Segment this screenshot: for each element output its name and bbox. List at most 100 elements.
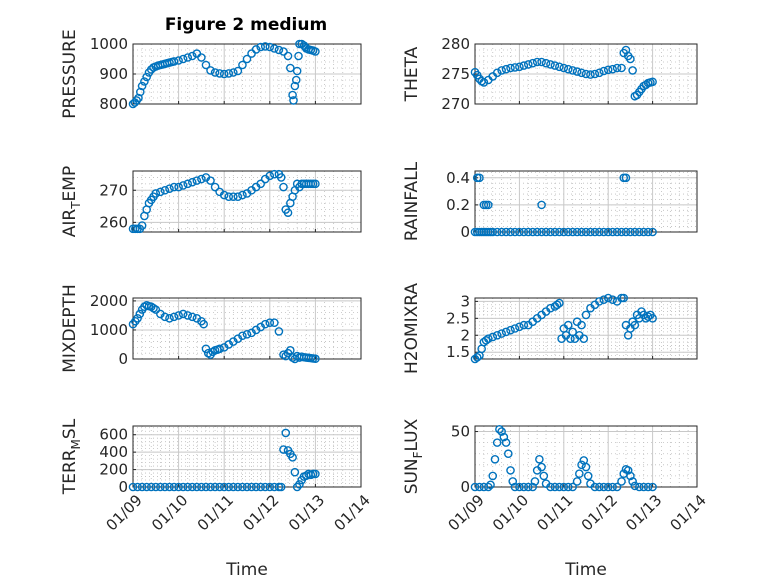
data-point — [546, 60, 555, 69]
data-point — [160, 482, 170, 492]
data-point — [178, 309, 188, 319]
data-point — [559, 482, 569, 492]
data-point — [292, 66, 302, 76]
data-point — [270, 44, 279, 53]
data-point — [242, 330, 252, 339]
data-point — [238, 60, 247, 70]
data-point — [279, 47, 288, 56]
data-point — [199, 319, 208, 329]
panel-rainfall: 0 0.2 0.4 RAINFALL — [402, 161, 698, 241]
data-point — [492, 227, 502, 237]
data-point — [595, 482, 604, 492]
data-point — [575, 469, 584, 478]
data-point — [281, 428, 291, 438]
data-point — [497, 329, 506, 338]
data-point — [229, 482, 238, 492]
data-point — [501, 64, 511, 74]
data-point — [568, 66, 577, 75]
data-point — [133, 314, 142, 323]
data-point — [256, 179, 265, 189]
data-point — [621, 173, 631, 183]
data-point — [274, 45, 284, 55]
data-point — [590, 482, 600, 492]
data-point — [174, 311, 183, 320]
y-tick-label: 0 — [460, 478, 470, 496]
data-point — [563, 64, 573, 74]
data-point — [206, 482, 215, 492]
data-point — [595, 297, 604, 306]
data-point — [192, 176, 202, 185]
data-point — [183, 311, 193, 320]
data-point — [579, 334, 589, 343]
data-point — [183, 179, 193, 189]
axes-frame — [132, 43, 362, 105]
y-tick-label: 1000 — [90, 35, 128, 53]
data-point — [224, 192, 234, 201]
data-point — [201, 482, 211, 492]
data-point — [201, 60, 211, 70]
data-point — [276, 482, 286, 492]
data-point — [628, 66, 637, 75]
data-point — [532, 57, 542, 67]
y-axis-label: TERRMSL — [60, 418, 83, 495]
axes-background — [474, 425, 698, 488]
y-axis-label: H2OMIXRA — [402, 283, 422, 374]
data-point — [630, 227, 640, 237]
data-point — [599, 227, 609, 237]
data-point — [643, 227, 653, 237]
x-tick-label: 01/09 — [103, 491, 146, 534]
figure-title: Figure 2 medium — [165, 15, 327, 35]
data-point — [497, 66, 506, 75]
data-point — [210, 482, 220, 492]
data-point — [523, 482, 533, 492]
data-point — [539, 471, 549, 481]
data-point — [537, 57, 546, 67]
data-point — [495, 425, 504, 434]
data-point — [311, 469, 320, 479]
y-tick-label: 400 — [99, 443, 128, 461]
data-point — [215, 344, 224, 354]
y-tick-label: 260 — [99, 213, 128, 231]
data-point — [612, 227, 622, 237]
data-point — [577, 68, 586, 78]
data-point — [546, 482, 555, 492]
data-point — [572, 227, 582, 237]
data-point — [151, 305, 161, 314]
data-point — [311, 47, 320, 56]
data-point — [215, 482, 224, 492]
data-point — [648, 77, 657, 87]
data-point — [265, 482, 275, 492]
data-point — [238, 331, 247, 341]
data-point — [492, 330, 502, 340]
data-point — [183, 53, 193, 62]
data-point — [169, 312, 179, 322]
data-point — [251, 482, 261, 492]
y-tick-label: 0.4 — [446, 169, 470, 187]
panel-air-temp: 260 270 AIRTEMP — [60, 166, 362, 237]
data-point — [142, 72, 151, 82]
data-point — [581, 69, 591, 79]
axes-frame — [132, 170, 362, 233]
data-point — [210, 182, 220, 192]
data-point — [137, 482, 147, 492]
y-tick-label: 0.2 — [446, 196, 470, 214]
data-point — [178, 181, 188, 190]
data-point — [288, 90, 297, 100]
y-tick-label: 0 — [118, 350, 128, 368]
data-point — [634, 227, 644, 237]
y-axis-label: PRESSURE — [60, 29, 80, 118]
data-point — [581, 227, 591, 237]
data-point — [630, 481, 640, 491]
data-point — [242, 482, 252, 492]
data-point — [279, 182, 288, 192]
data-point — [581, 462, 591, 472]
data-point — [256, 42, 265, 52]
data-point — [290, 81, 300, 91]
data-point — [197, 482, 206, 492]
data-point — [506, 466, 515, 475]
data-point — [475, 482, 484, 492]
data-point — [555, 62, 564, 72]
x-tick-label: 01/12 — [578, 491, 621, 534]
data-point — [619, 293, 629, 303]
data-point — [523, 60, 533, 69]
